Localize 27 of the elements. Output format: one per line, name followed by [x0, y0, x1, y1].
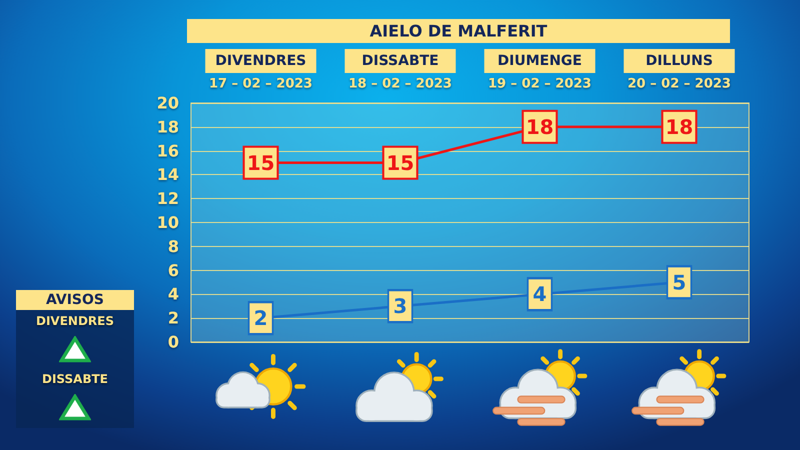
data-label: 15: [246, 150, 275, 175]
chart-title: AIELO DE MALFERIT: [370, 22, 548, 40]
text: AVISOS: [16, 290, 134, 310]
y-tick-label: 0: [168, 332, 179, 352]
y-tick-label: 18: [156, 117, 179, 136]
data-label: 18: [665, 114, 694, 139]
data-label: 4: [532, 282, 547, 306]
y-tick-label: 6: [168, 260, 179, 280]
data-label: 15: [386, 150, 414, 175]
data-label: 3: [393, 294, 408, 318]
x-tick-label: DIUMENGE 19 – 02 – 2023: [488, 53, 592, 92]
y-tick-label: 14: [156, 165, 179, 184]
y-tick-label: 8: [168, 236, 179, 256]
data-label: 5: [672, 270, 686, 294]
x-tick-label: DIVENDRES 17 – 02 – 2023: [209, 53, 312, 92]
y-tick-label: 12: [156, 189, 179, 208]
y-tick-label: 10: [156, 213, 179, 232]
x-tick-label: DILLUNS 20 – 02 – 2023: [628, 53, 731, 92]
text: DISSABTE: [41, 371, 109, 387]
x-tick-label: DISSABTE 18 – 02 – 2023: [348, 53, 452, 92]
y-tick-label: 2: [168, 308, 179, 328]
y-tick-label: 20: [156, 94, 179, 112]
text: DIVENDRES: [35, 313, 115, 329]
data-label: 2: [254, 306, 268, 330]
data-label: 18: [526, 114, 554, 139]
y-tick-label: 4: [168, 284, 179, 304]
y-tick-label: 16: [156, 141, 179, 160]
